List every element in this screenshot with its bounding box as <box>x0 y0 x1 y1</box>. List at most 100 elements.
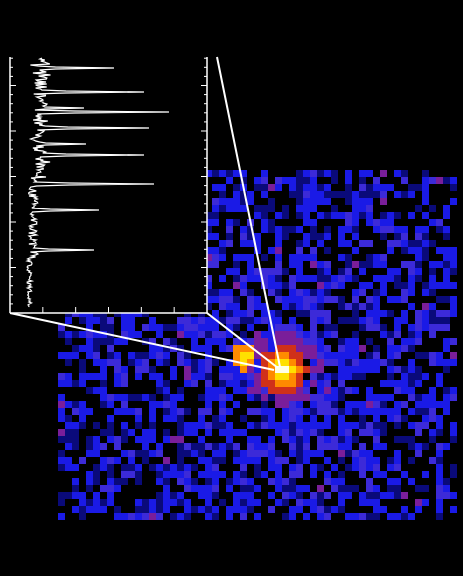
count-pixel <box>261 268 268 275</box>
count-pixel <box>366 184 373 191</box>
count-pixel <box>303 387 310 394</box>
count-pixel <box>394 296 401 303</box>
count-pixel <box>114 366 121 373</box>
count-pixel <box>233 296 240 303</box>
count-pixel <box>429 177 436 184</box>
count-pixel <box>254 464 261 471</box>
count-pixel <box>359 359 366 366</box>
count-pixel <box>107 429 114 436</box>
count-pixel <box>415 408 422 415</box>
count-pixel <box>380 212 387 219</box>
count-pixel <box>317 261 324 268</box>
count-pixel <box>177 387 184 394</box>
count-pixel <box>282 408 289 415</box>
count-pixel <box>373 275 380 282</box>
count-pixel <box>282 401 289 408</box>
count-pixel <box>205 282 212 289</box>
count-pixel <box>450 436 457 443</box>
count-pixel <box>65 380 72 387</box>
count-pixel <box>114 478 121 485</box>
count-pixel <box>212 310 219 317</box>
count-pixel <box>366 359 373 366</box>
count-pixel <box>394 345 401 352</box>
count-pixel <box>380 408 387 415</box>
count-pixel <box>317 450 324 457</box>
count-pixel <box>317 338 324 345</box>
count-pixel <box>366 240 373 247</box>
count-pixel <box>401 471 408 478</box>
count-pixel <box>436 506 443 513</box>
count-pixel <box>310 177 317 184</box>
count-pixel <box>79 331 86 338</box>
count-pixel <box>184 485 191 492</box>
count-pixel <box>366 205 373 212</box>
count-pixel <box>268 464 275 471</box>
count-pixel <box>296 177 303 184</box>
count-pixel <box>114 485 121 492</box>
count-pixel <box>254 247 261 254</box>
count-pixel <box>394 275 401 282</box>
count-pixel <box>310 261 317 268</box>
count-pixel <box>289 492 296 499</box>
count-pixel <box>268 289 275 296</box>
count-pixel <box>282 296 289 303</box>
count-pixel <box>443 226 450 233</box>
count-pixel <box>121 380 128 387</box>
count-pixel <box>359 191 366 198</box>
count-pixel <box>58 331 65 338</box>
count-pixel <box>373 177 380 184</box>
count-pixel <box>359 366 366 373</box>
count-pixel <box>233 492 240 499</box>
count-pixel <box>65 352 72 359</box>
count-pixel <box>58 436 65 443</box>
count-pixel <box>289 359 296 366</box>
count-pixel <box>331 275 338 282</box>
count-pixel <box>254 373 261 380</box>
count-pixel <box>324 422 331 429</box>
count-pixel <box>310 401 317 408</box>
count-pixel <box>317 492 324 499</box>
count-pixel <box>324 401 331 408</box>
count-pixel <box>275 380 282 387</box>
count-pixel <box>128 324 135 331</box>
count-pixel <box>254 485 261 492</box>
count-pixel <box>345 268 352 275</box>
count-pixel <box>401 387 408 394</box>
count-pixel <box>310 205 317 212</box>
count-pixel <box>212 506 219 513</box>
count-pixel <box>366 513 373 520</box>
count-pixel <box>324 380 331 387</box>
count-pixel <box>226 310 233 317</box>
count-pixel <box>380 261 387 268</box>
count-pixel <box>289 324 296 331</box>
count-pixel <box>401 310 408 317</box>
count-pixel <box>338 366 345 373</box>
count-pixel <box>65 492 72 499</box>
count-pixel <box>338 191 345 198</box>
count-pixel <box>198 317 205 324</box>
count-pixel <box>233 184 240 191</box>
count-pixel <box>289 331 296 338</box>
count-pixel <box>268 457 275 464</box>
count-pixel <box>198 394 205 401</box>
count-pixel <box>205 233 212 240</box>
count-pixel <box>163 408 170 415</box>
count-pixel <box>261 275 268 282</box>
count-pixel <box>408 261 415 268</box>
count-pixel <box>100 380 107 387</box>
count-pixel <box>310 422 317 429</box>
count-pixel <box>240 373 247 380</box>
count-pixel <box>359 513 366 520</box>
count-pixel <box>408 373 415 380</box>
count-pixel <box>240 499 247 506</box>
count-pixel <box>135 394 142 401</box>
count-pixel <box>254 499 261 506</box>
count-pixel <box>191 317 198 324</box>
count-pixel <box>317 191 324 198</box>
count-pixel <box>429 436 436 443</box>
count-pixel <box>254 317 261 324</box>
count-pixel <box>408 387 415 394</box>
count-pixel <box>338 380 345 387</box>
count-pixel <box>345 464 352 471</box>
count-pixel <box>387 408 394 415</box>
